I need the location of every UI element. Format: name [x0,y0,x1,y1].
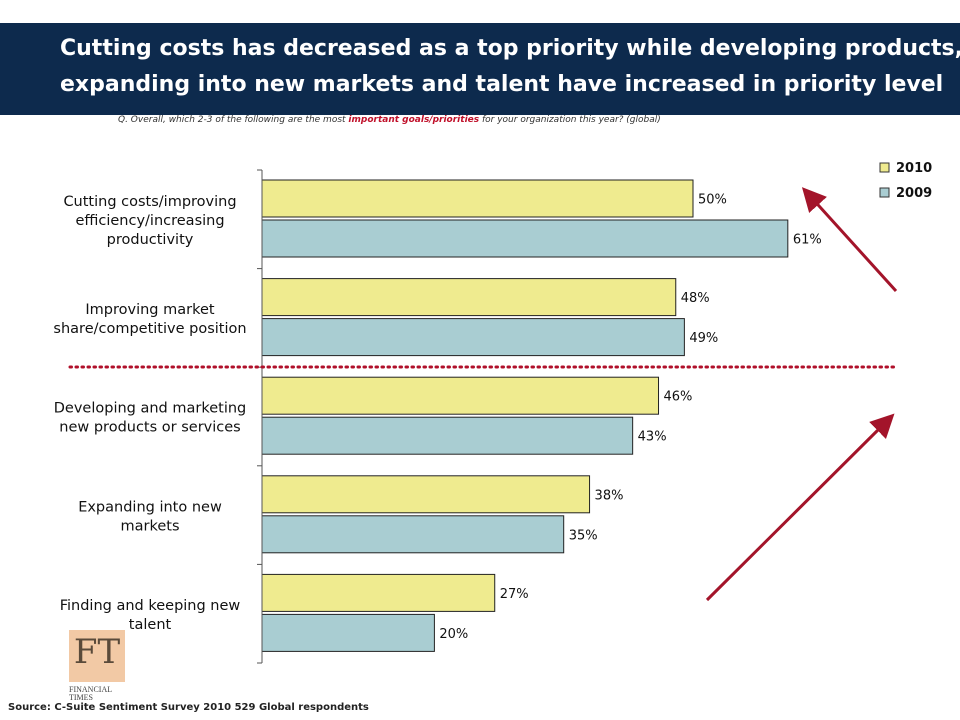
source-note: Source: C-Suite Sentiment Survey 2010 52… [8,702,369,713]
value-label-2009-cat-5: 20% [439,627,468,642]
category-label-1-line-2: efficiency/increasing [75,213,224,229]
arrow-up-top [801,187,898,293]
category-label-4-line-1: Expanding into new [78,499,222,515]
value-label-2010-cat-5: 27% [500,587,529,602]
legend-swatch-2009 [879,187,890,198]
value-label-2010-cat-1: 50% [698,193,727,208]
category-label-2-line-2: share/competitive position [53,321,246,337]
survey-question: Q. Overall, which 2-3 of the following a… [118,115,661,125]
category-label-5-line-1: Finding and keeping new [60,598,241,614]
bar-2010-cat-1 [261,179,694,218]
legend-swatch-2010 [879,162,890,173]
category-label-2-line-1: Improving market [85,302,215,318]
legend-label-2009: 2009 [896,186,932,201]
category-label-3-line-1: Developing and marketing [54,401,247,417]
bar-2010-cat-4 [261,475,591,514]
question-suffix: for your organization this year? (global… [479,115,661,125]
ft-logo: FT [69,630,125,682]
title-banner: Cutting costs has decreased as a top pri… [0,23,960,115]
bar-2009-cat-3 [261,416,634,455]
ft-logo-name-line1: FINANCIAL [69,685,113,694]
category-label-3-line-2: new products or services [59,420,240,436]
title-line-2: expanding into new markets and talent ha… [60,72,944,97]
bar-2009-cat-2 [261,318,685,357]
value-label-2009-cat-4: 35% [569,528,598,543]
value-label-2009-cat-1: 61% [793,233,822,248]
legend-label-2010: 2010 [896,161,932,176]
bar-2010-cat-5 [261,573,496,612]
value-label-2010-cat-3: 46% [664,390,693,405]
value-label-2009-cat-3: 43% [638,430,667,445]
ft-logo-name: FINANCIAL TIMES [69,686,112,702]
legend: 2010 2009 [879,161,932,201]
bar-2010-cat-2 [261,278,677,317]
category-label-5-line-2: talent [129,617,172,633]
title-line-1: Cutting costs has decreased as a top pri… [60,36,960,61]
question-highlight: important goals/priorities [348,115,480,125]
value-label-2010-cat-2: 48% [681,291,710,306]
bar-2009-cat-1 [261,219,789,258]
category-label-4-line-2: markets [120,518,179,534]
value-label-2009-cat-2: 49% [689,331,718,346]
bar-2009-cat-5 [261,613,435,652]
bar-2010-cat-3 [261,376,660,415]
category-label-1-line-1: Cutting costs/improving [63,194,236,210]
category-label-1-line-3: productivity [107,232,194,248]
arrow-up-bottom [705,413,895,602]
value-label-2010-cat-4: 38% [595,488,624,503]
ft-logo-name-line2: TIMES [69,693,93,702]
bar-2009-cat-4 [261,515,565,554]
ft-logo-letters: FT [73,632,121,672]
question-prefix: Q. Overall, which 2-3 of the following a… [118,115,349,125]
